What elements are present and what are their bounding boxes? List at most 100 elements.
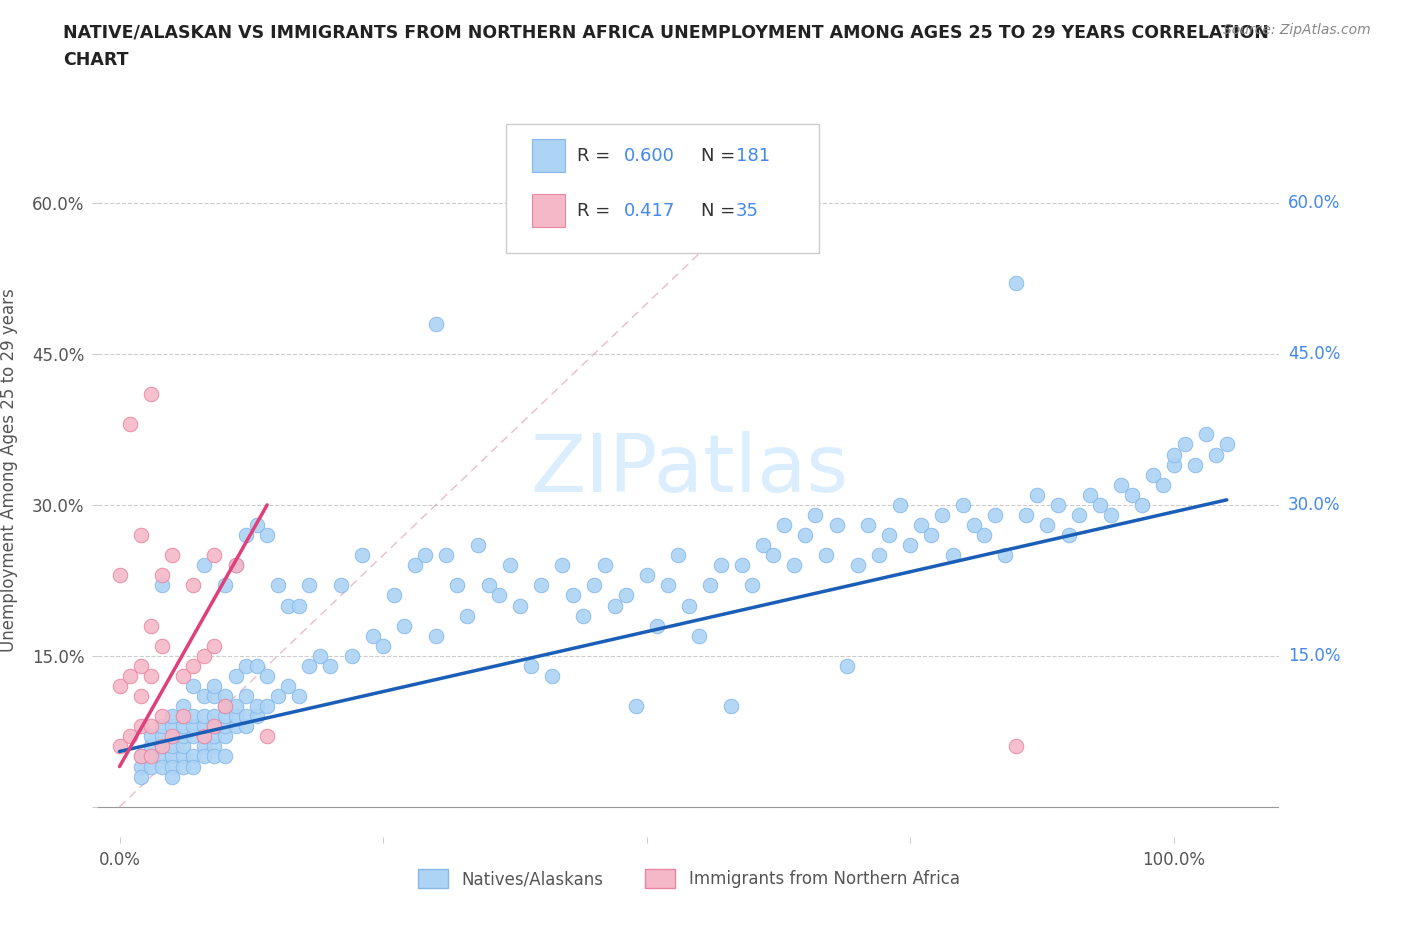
Point: [162, 729, 183, 744]
Point: [868, 548, 890, 563]
Point: [509, 598, 531, 613]
Point: [193, 729, 215, 744]
Point: [183, 658, 205, 673]
Point: [204, 749, 226, 764]
FancyBboxPatch shape: [531, 194, 565, 227]
Text: 45.0%: 45.0%: [1288, 345, 1340, 363]
Point: [162, 548, 183, 563]
Text: CHART: CHART: [63, 51, 129, 69]
Point: [984, 508, 1007, 523]
Point: [183, 719, 205, 734]
Point: [214, 578, 236, 592]
Point: [1142, 467, 1164, 482]
Point: [256, 527, 278, 542]
Point: [183, 578, 205, 592]
Point: [605, 598, 627, 613]
Point: [1111, 477, 1133, 492]
Point: [1174, 437, 1197, 452]
Point: [877, 527, 900, 542]
Point: [204, 638, 226, 653]
Point: [267, 578, 290, 592]
Point: [214, 729, 236, 744]
Point: [235, 709, 257, 724]
Text: 15.0%: 15.0%: [1288, 647, 1340, 665]
Point: [1004, 276, 1026, 291]
Y-axis label: Unemployment Among Ages 25 to 29 years: Unemployment Among Ages 25 to 29 years: [0, 287, 18, 652]
Point: [815, 548, 838, 563]
Point: [436, 548, 458, 563]
Point: [1036, 518, 1059, 533]
Point: [193, 709, 215, 724]
Text: N =: N =: [700, 202, 735, 219]
Point: [446, 578, 468, 592]
Point: [1195, 427, 1218, 442]
Point: [382, 588, 405, 603]
Point: [214, 698, 236, 713]
Point: [150, 749, 173, 764]
Point: [551, 558, 574, 573]
Point: [352, 548, 374, 563]
Point: [141, 719, 163, 734]
Point: [762, 548, 785, 563]
Point: [678, 598, 700, 613]
Point: [162, 769, 183, 784]
Point: [478, 578, 501, 592]
Point: [942, 548, 965, 563]
Point: [773, 518, 796, 533]
Point: [1184, 458, 1206, 472]
Point: [699, 578, 721, 592]
Point: [709, 558, 731, 573]
Point: [193, 749, 215, 764]
Point: [530, 578, 553, 592]
Point: [141, 618, 163, 633]
Point: [150, 568, 173, 583]
Point: [204, 548, 226, 563]
Point: [1057, 527, 1080, 542]
Point: [150, 759, 173, 774]
Point: [225, 709, 247, 724]
Point: [973, 527, 995, 542]
Point: [277, 598, 299, 613]
Point: [172, 709, 194, 724]
Point: [172, 729, 194, 744]
Point: [645, 618, 669, 633]
Point: [794, 527, 817, 542]
Point: [1163, 458, 1185, 472]
Point: [1121, 487, 1143, 502]
Point: [689, 629, 711, 644]
Point: [150, 739, 173, 754]
Point: [183, 759, 205, 774]
Point: [225, 719, 247, 734]
Point: [172, 669, 194, 684]
Point: [129, 759, 152, 774]
Point: [340, 648, 363, 663]
Point: [172, 698, 194, 713]
Point: [120, 669, 141, 684]
Point: [583, 578, 606, 592]
Text: ZIPatlas: ZIPatlas: [530, 431, 848, 509]
Point: [267, 688, 290, 703]
Point: [1015, 508, 1038, 523]
Point: [371, 638, 394, 653]
Point: [900, 538, 922, 552]
Point: [172, 719, 194, 734]
Point: [636, 568, 658, 583]
Point: [246, 658, 269, 673]
Point: [657, 578, 679, 592]
Text: 30.0%: 30.0%: [1288, 496, 1340, 514]
Point: [193, 558, 215, 573]
Point: [499, 558, 522, 573]
Point: [225, 669, 247, 684]
Text: 181: 181: [737, 147, 770, 165]
Point: [204, 679, 226, 694]
Point: [214, 688, 236, 703]
Point: [298, 578, 321, 592]
Point: [204, 688, 226, 703]
Point: [141, 729, 163, 744]
Point: [614, 588, 637, 603]
Point: [108, 568, 131, 583]
Point: [1046, 498, 1070, 512]
FancyBboxPatch shape: [531, 139, 565, 172]
Point: [204, 709, 226, 724]
Point: [425, 316, 447, 331]
